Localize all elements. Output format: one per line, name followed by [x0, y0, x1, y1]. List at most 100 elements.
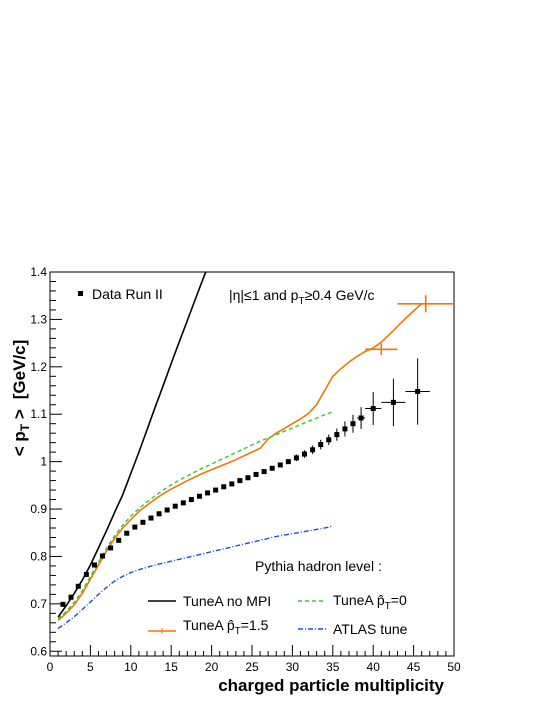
data-point-marker: [124, 530, 130, 536]
legend-pt0-post: =0: [391, 592, 407, 608]
data-point-marker: [196, 493, 202, 499]
data-point: [75, 583, 81, 589]
legend-pt0-pre: TuneA: [333, 592, 377, 608]
y-tick-label: 0.6: [30, 644, 47, 658]
y-axis-title-unit: [GeV/c]: [10, 340, 29, 400]
data-point: [213, 487, 219, 493]
legend-header: Pythia hadron level :: [255, 558, 382, 574]
x-tick-label: 50: [447, 660, 461, 674]
data-point: [148, 515, 154, 521]
data-point: [100, 553, 106, 559]
x-tick-label: 25: [245, 660, 259, 674]
legend-pt15-hat: p̂: [227, 617, 235, 633]
data-point: [342, 421, 348, 437]
data-point-marker: [156, 511, 162, 517]
data-point: [60, 601, 66, 607]
data-point: [302, 450, 308, 458]
orange-point: [365, 343, 398, 355]
y-tick-label: 1.4: [30, 265, 47, 279]
data-point-marker: [60, 601, 66, 607]
x-tick-label: 15: [165, 660, 179, 674]
data-point-marker: [116, 537, 122, 543]
orange-highlight-points: [365, 295, 454, 355]
x-tick-label: 45: [407, 660, 421, 674]
data-point: [172, 503, 178, 509]
x-tick-label: 20: [205, 660, 219, 674]
legend-pt0-hat: p̂: [377, 592, 385, 608]
data-point-marker: [358, 415, 364, 421]
data-point-marker: [285, 459, 291, 465]
legend-atlas-label: ATLAS tune: [333, 621, 408, 637]
data-point: [293, 454, 299, 462]
data-point-marker: [237, 478, 243, 484]
data-point-marker: [75, 583, 81, 589]
x-tick-label: 0: [47, 660, 54, 674]
data-point: [91, 562, 97, 568]
data-point: [269, 465, 275, 471]
data-point: [140, 519, 146, 525]
data-point: [196, 493, 202, 499]
data-point: [83, 571, 89, 577]
y-tick-label: 1.2: [30, 360, 47, 374]
data-point-marker: [140, 519, 146, 525]
data-point: [318, 439, 324, 450]
data-point-marker: [91, 562, 97, 568]
y-tick-label: 0.8: [30, 549, 47, 563]
data-point: [285, 459, 291, 465]
data-point: [277, 462, 283, 468]
data-point-marker: [229, 481, 235, 487]
x-tick-label: 10: [124, 660, 138, 674]
data-point: [180, 500, 186, 506]
data-point: [116, 537, 122, 543]
legend-pt0-sub: T: [385, 601, 391, 612]
curve-tunea-p-t-1-5: [57, 303, 423, 622]
data-point: [350, 414, 356, 433]
data-point: [156, 511, 162, 517]
x-axis-ticks: 0 5 10 15 20 25 30 35 40 45 50: [47, 645, 461, 674]
data-point-marker: [213, 487, 219, 493]
y-axis-title-sub: T: [18, 423, 32, 431]
legend-data-label: Data Run II: [92, 286, 163, 302]
data-point-marker: [180, 500, 186, 506]
legend-noMPI-label: TuneA no MPI: [183, 593, 271, 609]
data-point-marker: [148, 515, 154, 521]
data-point-marker: [132, 524, 138, 530]
data-point: [132, 524, 138, 530]
data-point: [365, 391, 382, 426]
data-point-marker: [293, 455, 299, 461]
svg-text:< pT >[GeV/c]: < pT > [GeV/c]: [10, 340, 32, 457]
y-tick-label: 0.7: [30, 597, 47, 611]
data-point-marker: [350, 421, 356, 427]
x-tick-label: 30: [286, 660, 300, 674]
data-point: [124, 530, 130, 536]
cuts-text-post: ≥0.4 GeV/c: [305, 287, 375, 303]
data-point-marker: [318, 442, 324, 448]
cuts-text-sub: T: [298, 296, 304, 307]
orange-point: [397, 295, 454, 313]
data-point-marker: [172, 503, 178, 509]
data-point: [237, 478, 243, 484]
legend-pt15-label: TuneA p̂T=1.5: [183, 617, 269, 637]
y-tick-label: 1.3: [30, 312, 47, 326]
data-point-marker: [269, 465, 275, 471]
data-point: [205, 490, 211, 496]
data-point: [221, 484, 227, 490]
data-point-marker: [245, 475, 251, 481]
data-point-marker: [302, 451, 308, 457]
data-point-marker: [100, 553, 106, 559]
data-point-marker: [83, 571, 89, 577]
data-point: [253, 471, 259, 477]
x-axis-title: charged particle multiplicity: [218, 676, 444, 695]
data-point-marker: [310, 447, 316, 453]
legend-pt15-post: =1.5: [241, 617, 269, 633]
data-point: [188, 497, 194, 503]
y-axis-ticks: 0.6 0.7 0.8 0.9 1 1.1 1.2 1.3 1.4: [30, 265, 62, 658]
data-point: [164, 507, 170, 513]
data-point-marker: [390, 399, 396, 405]
data-point-marker: [164, 507, 170, 513]
data-point-marker: [221, 484, 227, 490]
data-point: [326, 434, 332, 446]
y-tick-label: 1: [40, 455, 47, 469]
data-point-marker: [68, 594, 74, 600]
